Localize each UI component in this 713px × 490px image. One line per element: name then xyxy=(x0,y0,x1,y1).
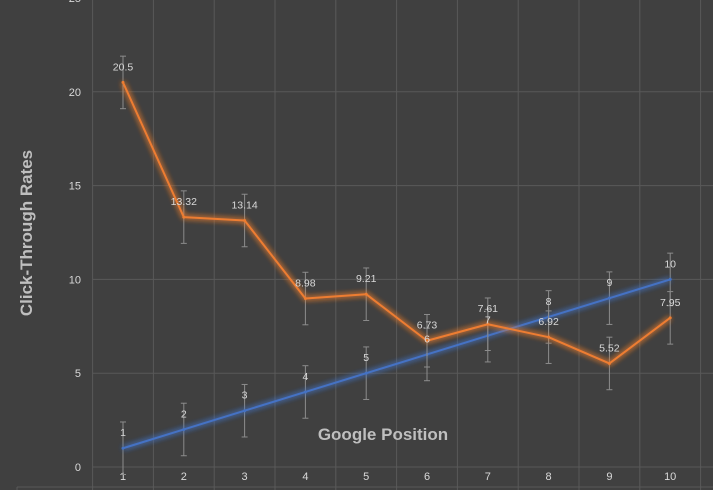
x-tick-label: 6 xyxy=(424,471,430,483)
y-tick-label: 15 xyxy=(69,181,81,193)
data-label: 5 xyxy=(363,352,369,364)
x-tick-label: 8 xyxy=(546,471,552,483)
data-point xyxy=(121,446,125,450)
data-label: 7.61 xyxy=(478,303,499,315)
data-label: 2 xyxy=(181,408,187,420)
x-axis-ticks: 1 2 3 4 5 6 7 8 9 10 xyxy=(120,471,676,483)
data-point xyxy=(121,80,125,84)
data-point xyxy=(425,339,429,343)
y-tick-label: 25 xyxy=(69,0,81,5)
series xyxy=(120,55,674,476)
x-tick-label: 4 xyxy=(302,471,308,483)
data-label: 5.52 xyxy=(599,342,620,354)
data-label: 6.73 xyxy=(417,320,438,332)
data-label: 3 xyxy=(242,390,248,402)
y-axis-ticks: 0 5 10 15 20 25 xyxy=(69,0,81,474)
data-label: 6.92 xyxy=(538,316,559,328)
data-point xyxy=(668,277,672,281)
data-label: 13.32 xyxy=(171,196,197,208)
series-line xyxy=(122,278,671,450)
data-label: 10 xyxy=(664,258,676,270)
y-tick-label: 20 xyxy=(69,87,81,99)
y-tick-label: 10 xyxy=(69,274,81,286)
x-tick-label: 2 xyxy=(181,471,187,483)
series-2 xyxy=(120,55,674,391)
data-point xyxy=(607,296,611,300)
x-tick-label: 7 xyxy=(485,471,491,483)
data-label: 7 xyxy=(485,315,491,327)
data-label: 9.21 xyxy=(356,273,377,285)
y-tick-label: 5 xyxy=(75,368,81,380)
data-point xyxy=(364,371,368,375)
data-point xyxy=(607,361,611,365)
data-point xyxy=(364,292,368,296)
x-tick-label: 10 xyxy=(664,471,676,483)
data-label: 6 xyxy=(424,333,430,345)
data-point xyxy=(668,316,672,320)
data-label: 8 xyxy=(546,296,552,308)
y-axis-title: Click-Through Rates xyxy=(17,150,36,316)
data-label: 9 xyxy=(606,277,612,289)
series-line xyxy=(122,82,671,365)
data-label: 20.5 xyxy=(113,61,134,73)
x-tick-label: 9 xyxy=(606,471,612,483)
data-point xyxy=(303,297,307,301)
data-point xyxy=(243,409,247,413)
data-point xyxy=(547,335,551,339)
data-label: 1 xyxy=(120,427,126,439)
x-tick-label: 5 xyxy=(363,471,369,483)
data-point xyxy=(303,390,307,394)
data-point xyxy=(243,218,247,222)
data-label: 13.14 xyxy=(231,199,257,211)
data-label: 4 xyxy=(302,371,308,383)
data-label: 7.95 xyxy=(660,297,681,309)
data-label: 8.98 xyxy=(295,278,316,290)
data-point xyxy=(182,215,186,219)
data-labels: 1 2 3 4 5 6 7 8 9 10 20.5 13.32 13.14 8.98 9.21 6.73 7.6… xyxy=(113,61,681,439)
gridlines xyxy=(16,0,713,490)
x-tick-label: 3 xyxy=(242,471,248,483)
x-tick-label: 1 xyxy=(120,471,126,483)
data-point xyxy=(486,322,490,326)
x-axis-title: Google Position xyxy=(318,425,448,444)
data-point xyxy=(182,427,186,431)
y-tick-label: 0 xyxy=(75,462,81,474)
